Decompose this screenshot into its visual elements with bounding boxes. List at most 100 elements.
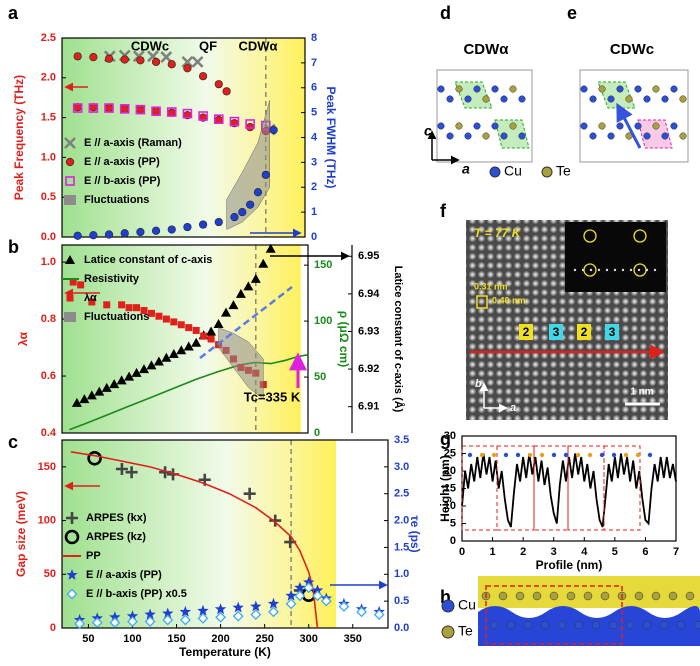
data-point [151,106,161,117]
y2-tick-label: 150 [314,259,332,271]
atom [574,620,584,630]
atom [491,85,499,93]
atom [591,620,601,630]
legend-symbol [66,569,78,580]
y2-tick-label: 1.0 [394,568,409,580]
data-point [126,610,139,621]
atom [634,85,642,93]
atom [679,132,687,140]
data-point [232,610,244,622]
fft-spot [633,229,647,243]
dipole-dot [611,452,617,458]
y2-tick-label: 100 [314,315,332,327]
atom [652,85,660,93]
data-point [198,72,208,81]
atom [685,591,695,601]
data-point [89,53,98,62]
period-label: 3 [609,325,616,339]
data-point [166,107,177,117]
data-point [74,618,86,630]
data-point [87,450,102,466]
fft-peak [597,268,601,272]
atom [580,85,588,93]
data-point [167,225,176,234]
data-line [461,453,677,528]
atom [589,95,597,103]
y2-tick-label: 2 [311,181,317,193]
data-point [183,64,192,73]
stm-spacing: 0.40 nm [492,295,526,305]
data-point [177,321,185,329]
legend-label: Cu [504,163,522,179]
y2-tick-label: 50 [314,371,326,383]
y-axis-label: Gap size (meV) [14,491,28,577]
x-tick-label: 5 [612,546,618,558]
y3-tick-label: 6.94 [358,288,380,300]
legend-label: E // a-axis (PP) [86,569,162,581]
panel-label: e [567,3,577,23]
y3-tick-label: 6.95 [358,250,379,262]
plot-frame [461,435,677,542]
y2-tick-label: 3 [311,156,317,168]
atom [607,95,615,103]
atom [557,620,567,630]
data-point [120,55,129,64]
data-point [179,605,192,617]
x-tick-label: 3 [551,546,557,558]
period-box [519,324,533,340]
unit-box [476,295,488,309]
data-point [139,364,149,374]
fit-line [199,286,293,359]
atom [446,95,454,103]
period-frame [533,445,569,531]
y-tick-label: 2.0 [41,72,56,84]
density-blue [478,606,700,646]
axis-name: c [424,123,432,139]
period-box [577,324,591,340]
y-tick-label: 0.8 [41,313,56,325]
y2-tick-label: 2.5 [394,488,409,500]
data-point [153,356,164,366]
y2-tick-label: 1.5 [394,541,409,553]
legend-label: PP [86,550,101,562]
fft-inset [565,222,666,292]
y-tick-label: 1.5 [41,112,56,124]
data-point [72,103,83,113]
atom [616,122,624,130]
data-point [162,607,174,619]
y-tick-label: 0 [50,622,56,634]
data-point [124,371,135,381]
y2-axis-label: ρ (μΩ cm) [337,311,351,367]
x-tick-label: 300 [300,633,318,645]
annotation: CDWc [131,38,169,53]
dipole-dot [515,452,521,458]
y2-axis-label: Peak FWHM (THz) [324,87,338,189]
y-axis-label: Peak Frequency (THz) [12,75,26,200]
x-tick-label: 7 [673,546,679,558]
data-point [213,318,224,328]
fft-peak [637,268,641,272]
data-point [73,231,82,240]
data-point [144,616,156,627]
data-point [144,608,156,620]
data-point [155,312,163,320]
data-point [197,604,209,616]
y-tick-label: 30 [444,430,456,442]
period-frame [496,445,535,531]
data-point [101,382,112,392]
atom [437,122,445,130]
data-point [103,301,111,309]
data-point [207,335,215,343]
y-tick-label: 0.0 [41,231,56,243]
x-tick-label: 6 [642,546,648,558]
x-axis-label: Profile (nm) [536,558,603,572]
data-point [136,227,145,237]
data-point [151,107,161,116]
dipole-dot [623,452,629,458]
atom [437,85,445,93]
y-tick-label: 2.5 [41,32,56,44]
stm-spacing: 0.31 nm [474,281,508,291]
x-tick-label: 4 [581,546,588,558]
y2-tick-label: 7 [311,57,317,69]
cell-box [579,69,689,163]
